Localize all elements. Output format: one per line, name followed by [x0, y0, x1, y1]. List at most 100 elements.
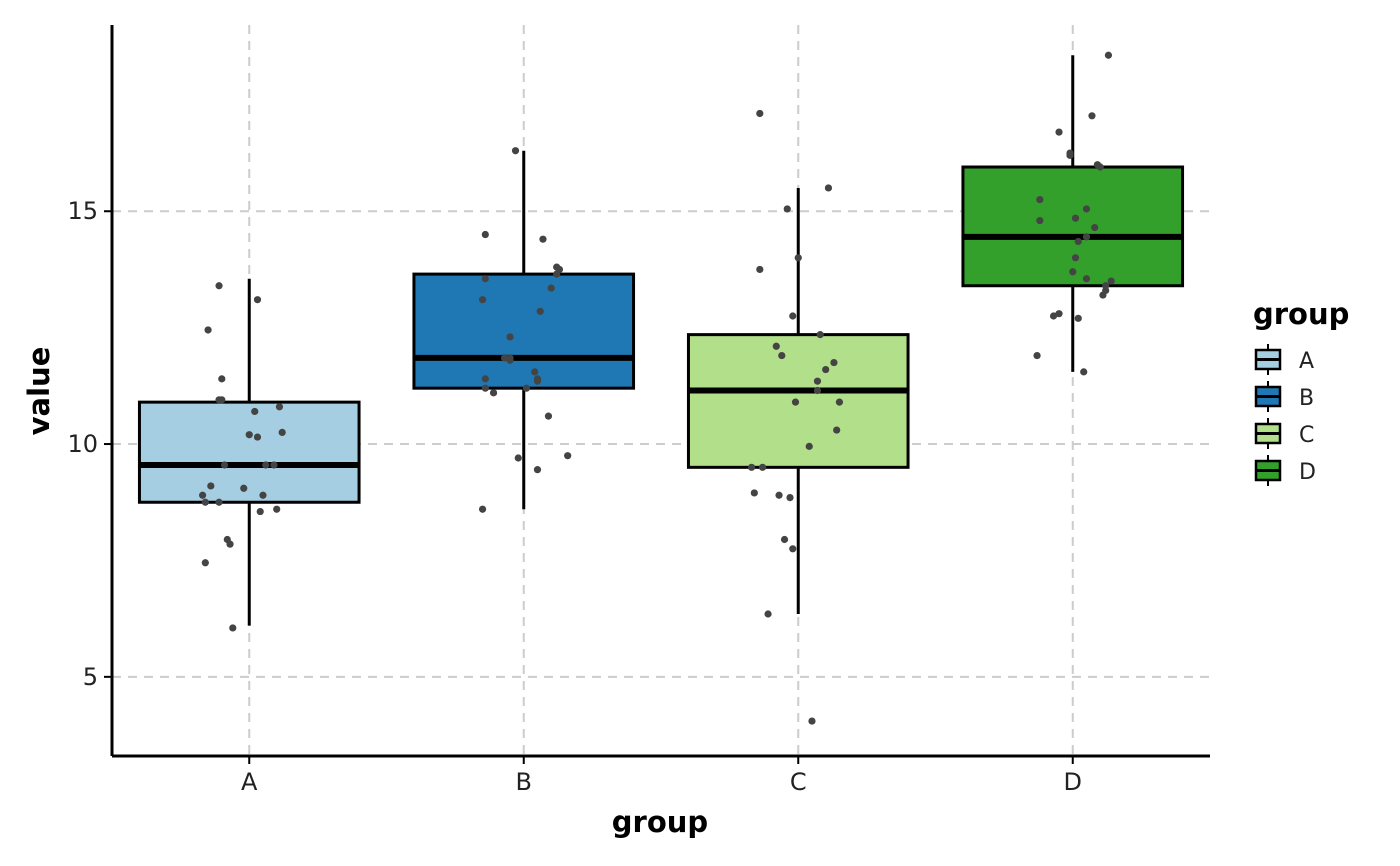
legend-label-B: B [1299, 386, 1314, 411]
point-A-22 [201, 498, 209, 506]
point-B-1 [481, 230, 489, 239]
point-D-7 [1036, 196, 1044, 204]
point-A-12 [262, 461, 270, 469]
point-C-21 [780, 535, 789, 544]
point-A-8 [251, 407, 259, 416]
point-A-5 [220, 461, 229, 469]
point-B-0 [511, 147, 520, 155]
box-group-D [961, 55, 1185, 372]
point-B-12 [506, 356, 514, 364]
legend-item-B: B [1254, 381, 1314, 412]
legend-label-A: A [1299, 349, 1314, 374]
point-A-20 [273, 505, 281, 513]
point-A-24 [229, 624, 237, 632]
point-C-20 [786, 493, 794, 502]
point-C-22 [789, 545, 797, 553]
point-B-21 [522, 384, 531, 392]
axes: 5 10 15 A B C D [67, 25, 1210, 796]
point-D-4 [1066, 151, 1074, 159]
gridlines [112, 25, 1210, 756]
point-C-25 [775, 491, 783, 499]
point-B-19 [544, 412, 553, 420]
box-A [137, 400, 361, 504]
point-A-6 [207, 482, 215, 490]
point-D-22 [1055, 310, 1063, 318]
point-A-1 [204, 326, 212, 334]
point-D-10 [1036, 216, 1044, 225]
point-D-23 [1033, 351, 1041, 360]
point-B-4 [539, 235, 547, 243]
point-C-0 [756, 109, 764, 118]
jitter-points [198, 51, 1115, 725]
point-B-16 [489, 389, 498, 397]
box-group-A [137, 278, 361, 626]
point-C-6 [789, 312, 797, 320]
point-A-15 [278, 428, 286, 437]
point-C-23 [764, 610, 772, 618]
y-tick-label-15: 15 [67, 197, 98, 225]
point-A-13 [259, 491, 267, 499]
point-B-17 [536, 307, 544, 315]
point-A-9 [275, 403, 284, 411]
point-C-1 [756, 265, 764, 274]
point-C-13 [835, 398, 844, 406]
legend-item-D: D [1254, 455, 1316, 486]
point-C-7 [772, 342, 780, 350]
point-B-7 [553, 270, 561, 278]
point-C-19 [750, 489, 758, 497]
legend-title: group [1253, 297, 1349, 331]
point-C-5 [816, 331, 824, 339]
y-tick-label-10: 10 [67, 430, 98, 458]
point-A-2 [218, 375, 226, 383]
point-B-24 [564, 452, 572, 460]
point-A-0 [215, 282, 223, 290]
point-A-23 [270, 461, 278, 469]
legend-label-C: C [1299, 423, 1314, 448]
point-D-6 [1096, 163, 1104, 171]
x-axis-title: group [612, 805, 708, 839]
boxes [137, 55, 1185, 626]
point-C-11 [813, 377, 822, 385]
point-D-16 [1082, 275, 1091, 283]
point-C-17 [747, 463, 756, 471]
point-A-10 [245, 431, 253, 439]
point-B-23 [478, 505, 487, 513]
y-axis-title: value [22, 347, 56, 436]
point-B-2 [478, 296, 487, 304]
box-B [412, 272, 636, 390]
point-A-14 [240, 484, 248, 492]
point-A-4 [218, 396, 226, 404]
legend-label-D: D [1299, 460, 1316, 485]
point-B-9 [506, 333, 514, 341]
point-A-11 [253, 433, 262, 441]
point-D-20 [1102, 286, 1110, 294]
point-B-25 [533, 466, 542, 474]
y-tick-label-5: 5 [83, 663, 98, 691]
point-A-18 [226, 540, 234, 548]
point-B-20 [514, 454, 522, 462]
point-A-17 [198, 491, 207, 499]
point-C-12 [813, 386, 822, 395]
point-B-8 [547, 284, 555, 292]
point-A-19 [201, 559, 209, 567]
point-A-16 [215, 498, 223, 506]
point-D-17 [1107, 277, 1115, 285]
point-C-18 [758, 463, 767, 471]
point-A-25 [253, 296, 262, 304]
point-C-15 [791, 398, 800, 406]
point-C-8 [778, 351, 786, 360]
point-C-4 [824, 184, 833, 192]
point-D-15 [1069, 268, 1077, 276]
box-group-B [412, 150, 636, 510]
legend-item-A: A [1254, 344, 1314, 375]
point-D-12 [1082, 233, 1091, 241]
point-D-2 [1055, 128, 1063, 136]
point-D-0 [1104, 51, 1113, 59]
point-D-14 [1071, 254, 1080, 262]
point-B-22 [481, 384, 489, 392]
legend-item-C: C [1254, 418, 1314, 449]
point-C-3 [794, 254, 802, 262]
point-C-24 [808, 717, 816, 725]
point-D-25 [1074, 314, 1082, 322]
